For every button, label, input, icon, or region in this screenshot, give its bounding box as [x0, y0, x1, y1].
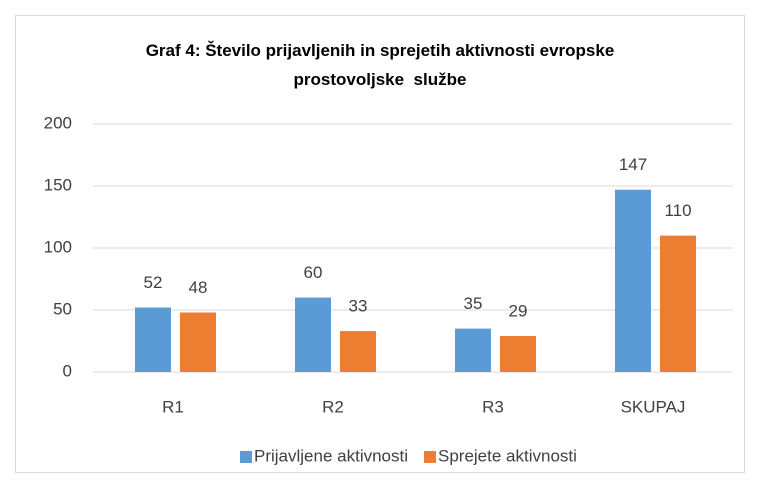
- data-label: 29: [509, 302, 528, 321]
- bar: [660, 235, 696, 372]
- bar: [295, 297, 331, 372]
- data-label: 33: [349, 297, 368, 316]
- y-tick-label: 200: [44, 113, 72, 132]
- data-label: 48: [189, 278, 208, 297]
- legend-swatch: [424, 451, 436, 463]
- legend-label: Prijavljene aktivnosti: [254, 446, 408, 465]
- bar: [615, 189, 651, 372]
- legend-label: Sprejete aktivnosti: [438, 446, 577, 465]
- data-label: 35: [464, 294, 483, 313]
- y-tick-label: 0: [63, 361, 72, 380]
- data-label: 110: [664, 201, 691, 220]
- y-tick-label: 50: [53, 299, 72, 318]
- data-label: 60: [304, 263, 323, 282]
- bar: [340, 331, 376, 372]
- legend-swatch: [240, 451, 252, 463]
- y-tick-label: 150: [44, 175, 72, 194]
- bar: [180, 312, 216, 372]
- bar: [455, 328, 491, 372]
- bar: [135, 307, 171, 372]
- y-tick-label: 100: [44, 237, 72, 256]
- bar: [500, 336, 536, 372]
- x-tick-label: R3: [482, 397, 504, 416]
- x-tick-label: SKUPAJ: [621, 397, 686, 416]
- x-tick-label: R1: [162, 397, 184, 416]
- data-label: 52: [144, 273, 163, 292]
- data-label: 147: [619, 155, 647, 174]
- x-tick-label: R2: [322, 397, 344, 416]
- chart-title: Graf 4: Število prijavljenih in sprejeti…: [145, 41, 620, 89]
